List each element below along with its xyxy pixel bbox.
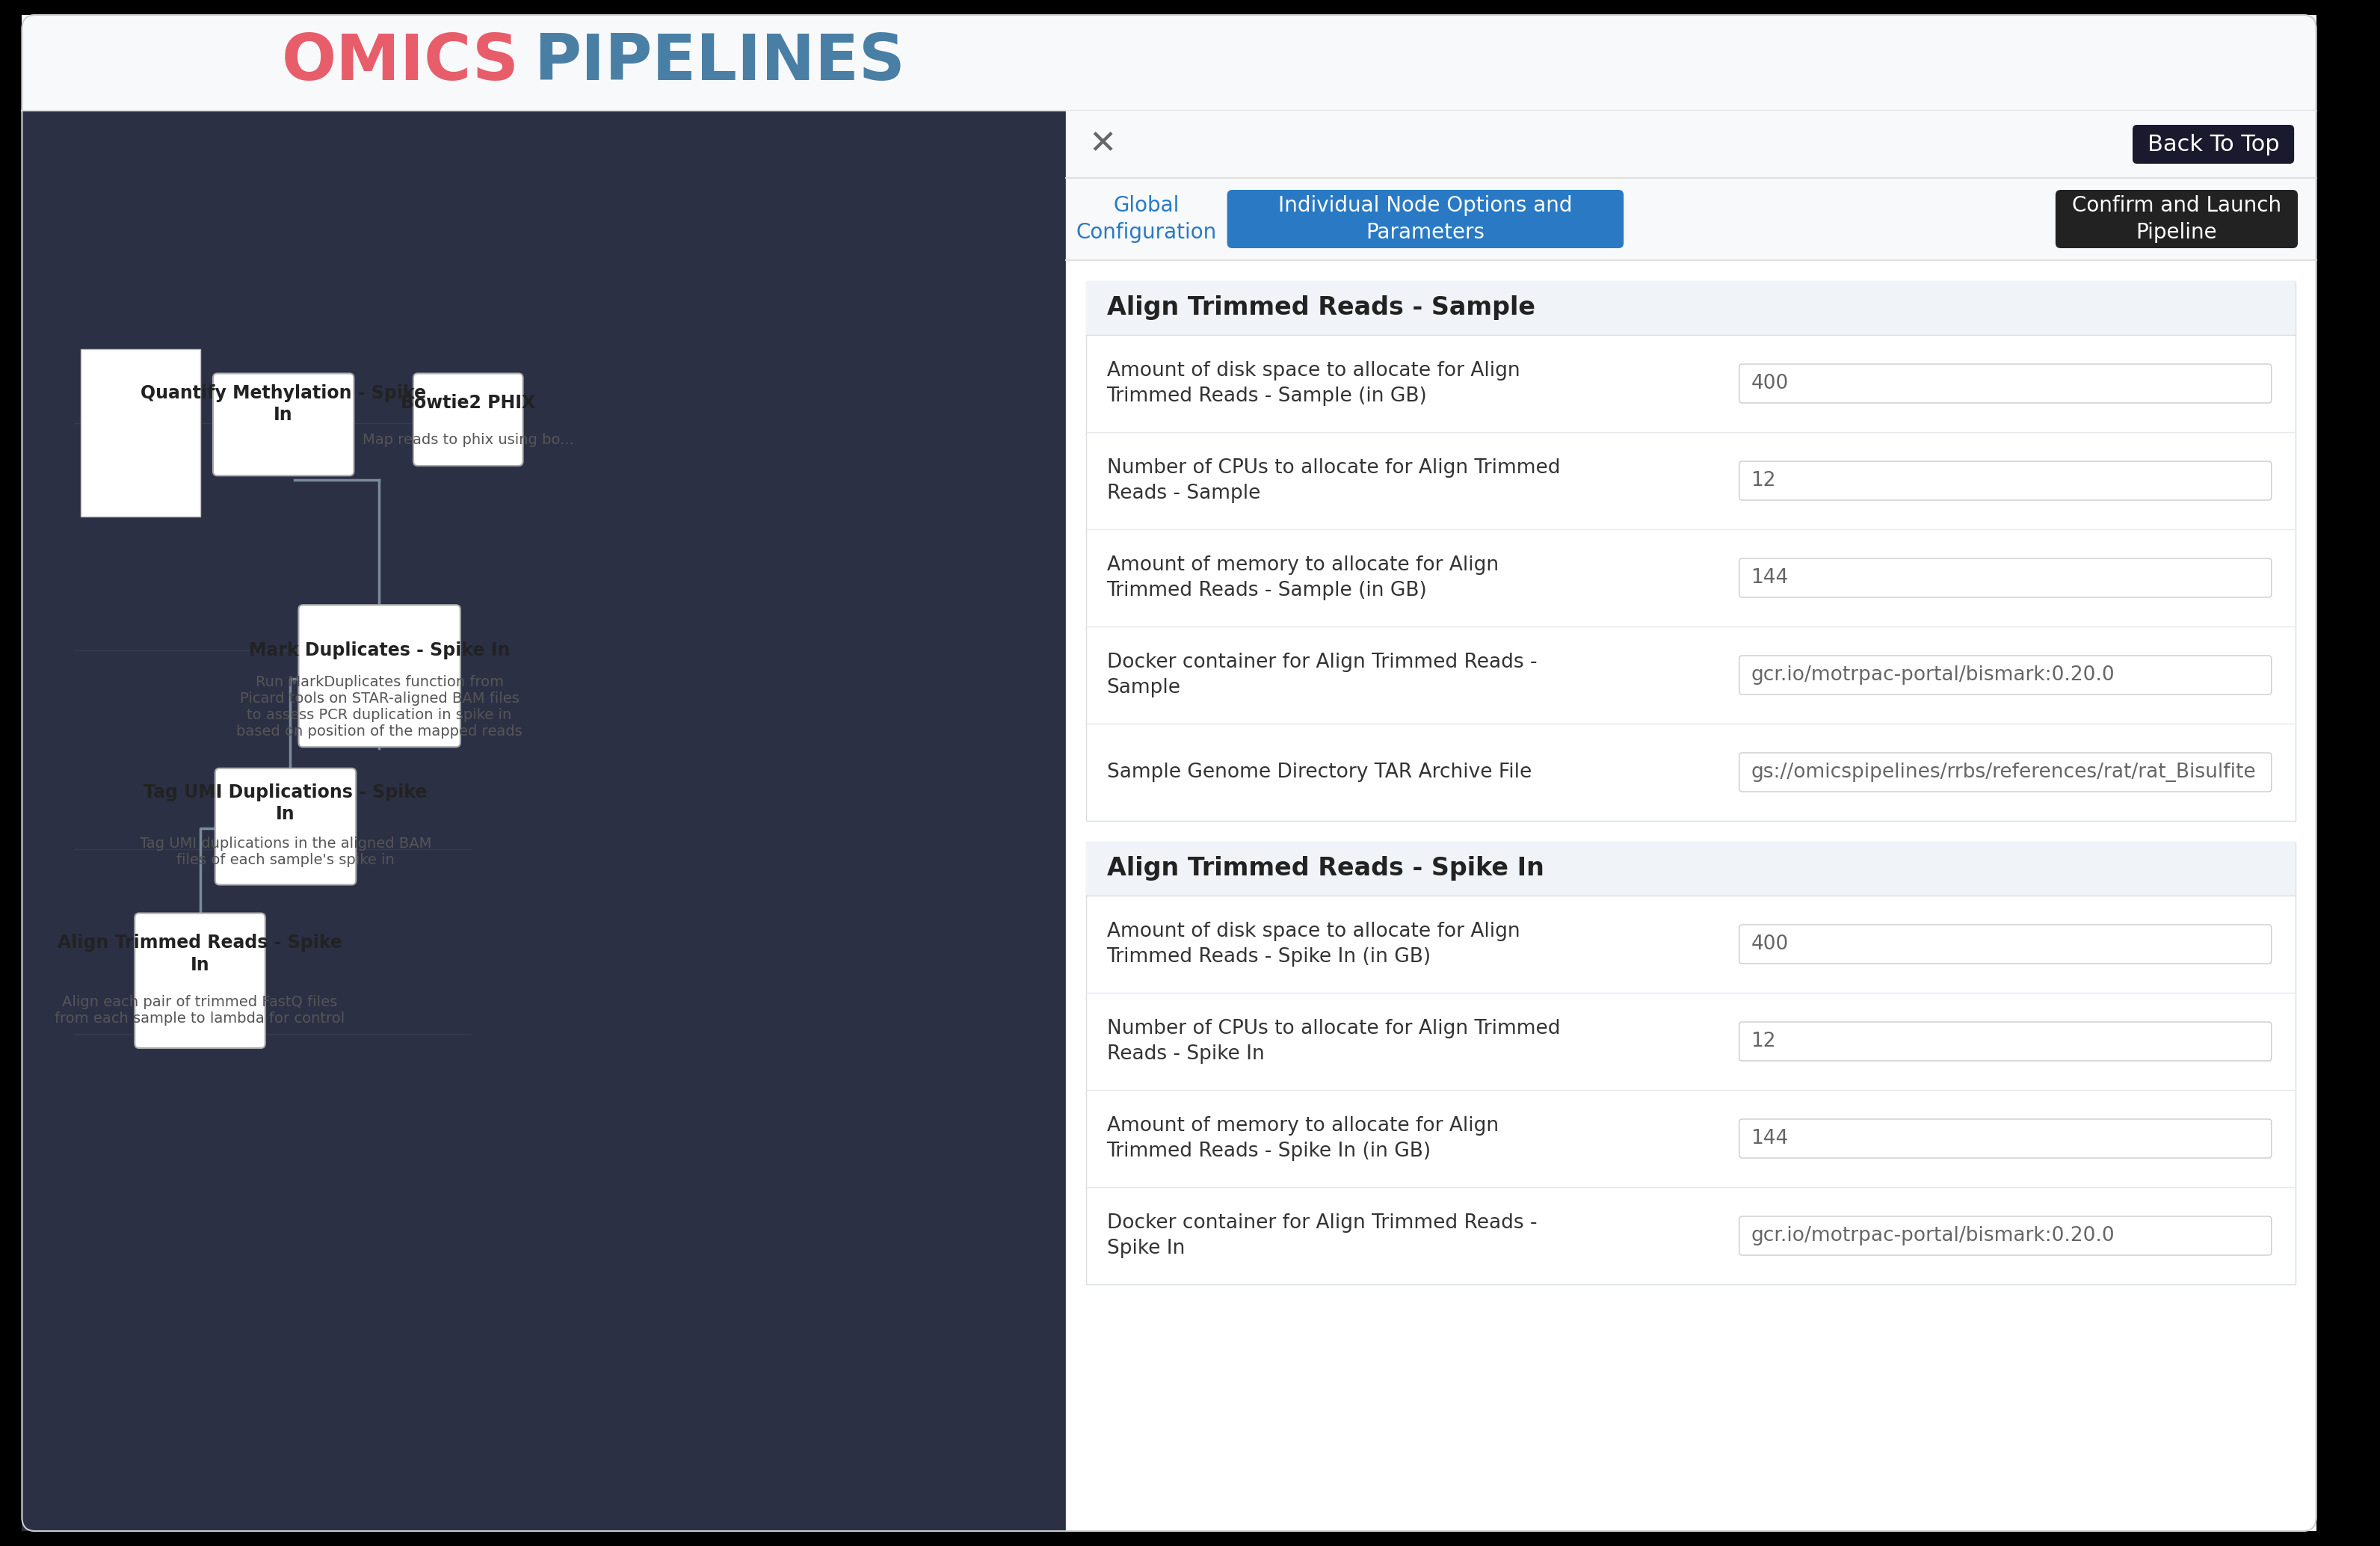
FancyBboxPatch shape bbox=[2132, 125, 2294, 164]
FancyBboxPatch shape bbox=[1740, 1119, 2271, 1158]
Text: Mark Duplicates - Spike In: Mark Duplicates - Spike In bbox=[250, 642, 509, 659]
Text: Align Trimmed Reads - Sample: Align Trimmed Reads - Sample bbox=[1107, 295, 1535, 320]
Text: gs://omicspipelines/rrbs/references/rat/rat_Bisulfite: gs://omicspipelines/rrbs/references/rat/… bbox=[1752, 762, 2256, 782]
Bar bbox=[1066, 111, 2316, 178]
Text: 400: 400 bbox=[1752, 934, 1787, 954]
Text: 400: 400 bbox=[1752, 374, 1787, 393]
Text: Amount of disk space to allocate for Align
Trimmed Reads - Sample (in GB): Amount of disk space to allocate for Ali… bbox=[1107, 362, 1521, 407]
Text: Sample Genome Directory TAR Archive File: Sample Genome Directory TAR Archive File bbox=[1107, 762, 1530, 782]
Text: Global
Configuration: Global Configuration bbox=[1076, 195, 1216, 243]
Text: gcr.io/motrpac-portal/bismark:0.20.0: gcr.io/motrpac-portal/bismark:0.20.0 bbox=[1752, 1226, 2116, 1246]
Text: Back To Top: Back To Top bbox=[2147, 133, 2280, 155]
Text: 144: 144 bbox=[1752, 1129, 1787, 1149]
FancyBboxPatch shape bbox=[414, 374, 524, 465]
Text: Bowtie2 PHIX: Bowtie2 PHIX bbox=[400, 394, 536, 411]
FancyBboxPatch shape bbox=[1740, 558, 2271, 597]
Text: Align Trimmed Reads - Spike In: Align Trimmed Reads - Spike In bbox=[1107, 856, 1545, 881]
Bar bbox=[1085, 281, 2297, 821]
Text: Amount of disk space to allocate for Align
Trimmed Reads - Spike In (in GB): Amount of disk space to allocate for Ali… bbox=[1107, 921, 1521, 966]
FancyBboxPatch shape bbox=[1740, 461, 2271, 501]
Text: PIPELINES: PIPELINES bbox=[533, 32, 904, 94]
Text: ✕: ✕ bbox=[1088, 128, 1116, 161]
Text: Amount of memory to allocate for Align
Trimmed Reads - Spike In (in GB): Amount of memory to allocate for Align T… bbox=[1107, 1116, 1499, 1161]
Text: Map reads to phix using bo...: Map reads to phix using bo... bbox=[362, 433, 574, 447]
Text: 12: 12 bbox=[1752, 1031, 1775, 1051]
Bar bbox=[1066, 178, 2316, 260]
Text: Align each pair of trimmed FastQ files
from each sample to lambda for control: Align each pair of trimmed FastQ files f… bbox=[55, 996, 345, 1025]
FancyBboxPatch shape bbox=[136, 914, 264, 1048]
Text: Tag UMI Duplications - Spike
In: Tag UMI Duplications - Spike In bbox=[143, 784, 428, 824]
Text: Align Trimmed Reads - Spike
In: Align Trimmed Reads - Spike In bbox=[57, 934, 343, 974]
FancyBboxPatch shape bbox=[1740, 656, 2271, 694]
Bar bbox=[1085, 841, 2297, 1285]
FancyBboxPatch shape bbox=[21, 15, 2316, 1531]
FancyBboxPatch shape bbox=[1740, 1022, 2271, 1061]
Bar bbox=[1085, 281, 2297, 335]
FancyBboxPatch shape bbox=[1740, 925, 2271, 963]
FancyBboxPatch shape bbox=[2056, 190, 2297, 249]
Text: Quantify Methylation - Spike
In: Quantify Methylation - Spike In bbox=[140, 383, 426, 424]
Bar bbox=[21, 15, 2316, 111]
Text: Docker container for Align Trimmed Reads -
Sample: Docker container for Align Trimmed Reads… bbox=[1107, 652, 1537, 697]
Text: OMICS: OMICS bbox=[281, 32, 519, 94]
Text: Tag UMI duplications in the aligned BAM
files of each sample's spike in: Tag UMI duplications in the aligned BAM … bbox=[140, 836, 431, 867]
Bar bbox=[1066, 260, 2316, 1531]
FancyBboxPatch shape bbox=[214, 768, 357, 884]
Bar bbox=[81, 349, 200, 516]
Text: Amount of memory to allocate for Align
Trimmed Reads - Sample (in GB): Amount of memory to allocate for Align T… bbox=[1107, 555, 1499, 600]
Text: Confirm and Launch
Pipeline: Confirm and Launch Pipeline bbox=[2073, 195, 2282, 243]
FancyBboxPatch shape bbox=[1740, 1217, 2271, 1255]
FancyBboxPatch shape bbox=[212, 374, 355, 476]
FancyBboxPatch shape bbox=[1740, 753, 2271, 792]
Text: Individual Node Options and
Parameters: Individual Node Options and Parameters bbox=[1278, 195, 1573, 243]
FancyBboxPatch shape bbox=[298, 604, 459, 747]
Text: Run MarkDuplicates function from
Picard tools on STAR-aligned BAM files
to asses: Run MarkDuplicates function from Picard … bbox=[236, 676, 524, 739]
FancyBboxPatch shape bbox=[1228, 190, 1623, 249]
Bar bbox=[1066, 111, 2316, 1531]
Text: 144: 144 bbox=[1752, 569, 1787, 587]
Text: Docker container for Align Trimmed Reads -
Spike In: Docker container for Align Trimmed Reads… bbox=[1107, 1214, 1537, 1258]
FancyBboxPatch shape bbox=[1740, 363, 2271, 404]
Bar bbox=[21, 111, 1066, 1531]
Text: gcr.io/motrpac-portal/bismark:0.20.0: gcr.io/motrpac-portal/bismark:0.20.0 bbox=[1752, 665, 2116, 685]
Text: Number of CPUs to allocate for Align Trimmed
Reads - Spike In: Number of CPUs to allocate for Align Tri… bbox=[1107, 1019, 1559, 1064]
Bar bbox=[1085, 841, 2297, 895]
Text: 12: 12 bbox=[1752, 472, 1775, 490]
Text: Number of CPUs to allocate for Align Trimmed
Reads - Sample: Number of CPUs to allocate for Align Tri… bbox=[1107, 458, 1559, 502]
